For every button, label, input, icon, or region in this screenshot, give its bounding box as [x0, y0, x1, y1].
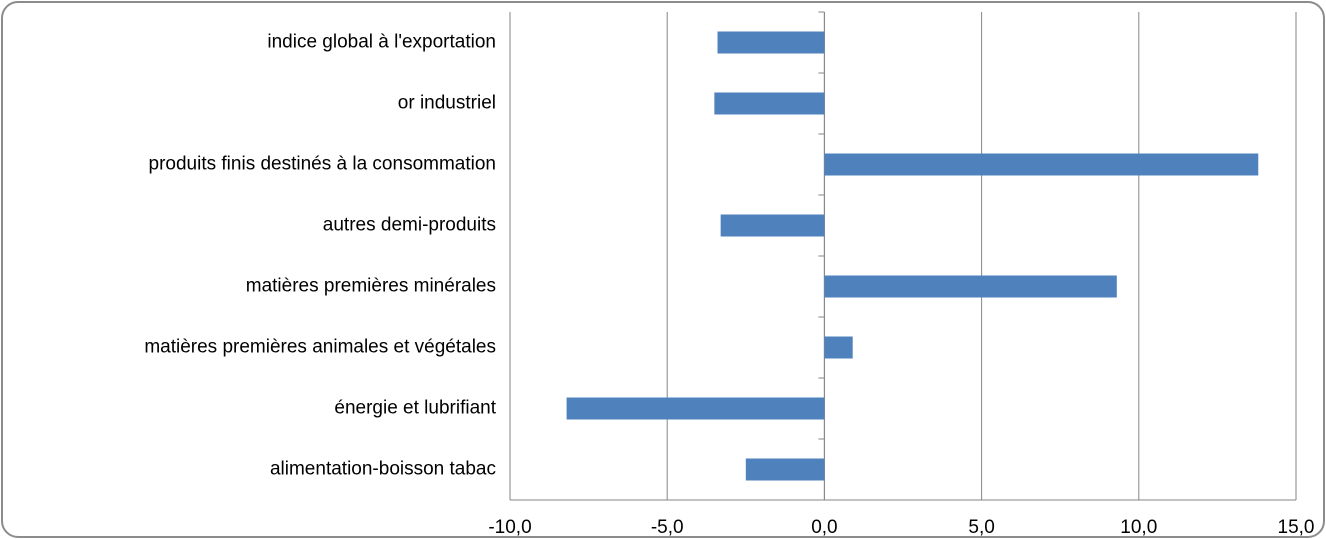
bar — [824, 153, 1259, 176]
bar — [717, 31, 825, 54]
y-tick-label: indice global à l'exportation — [267, 32, 496, 53]
bar — [745, 458, 825, 481]
bar — [824, 336, 853, 359]
y-tick-label: alimentation-boisson tabac — [270, 459, 496, 480]
y-tick-label: produits finis destinés à la consommatio… — [149, 154, 496, 175]
x-tick-label: 15,0 — [1278, 517, 1315, 538]
y-tick-label: autres demi-produits — [323, 215, 496, 236]
x-tick-label: -5,0 — [651, 517, 684, 538]
x-tick-label: 10,0 — [1120, 517, 1157, 538]
y-tick-label: matières premières animales et végétales — [144, 337, 496, 358]
x-tick-label: 5,0 — [968, 517, 994, 538]
bar — [824, 275, 1117, 298]
bar — [720, 214, 825, 237]
y-tick-label: or industriel — [398, 93, 496, 114]
y-tick-label: énergie et lubrifiant — [334, 398, 496, 419]
x-tick-label: -10,0 — [488, 517, 531, 538]
bar — [566, 397, 825, 420]
x-tick-label: 0,0 — [811, 517, 837, 538]
y-tick-label: matières premières minérales — [246, 276, 496, 297]
bar — [714, 92, 825, 115]
